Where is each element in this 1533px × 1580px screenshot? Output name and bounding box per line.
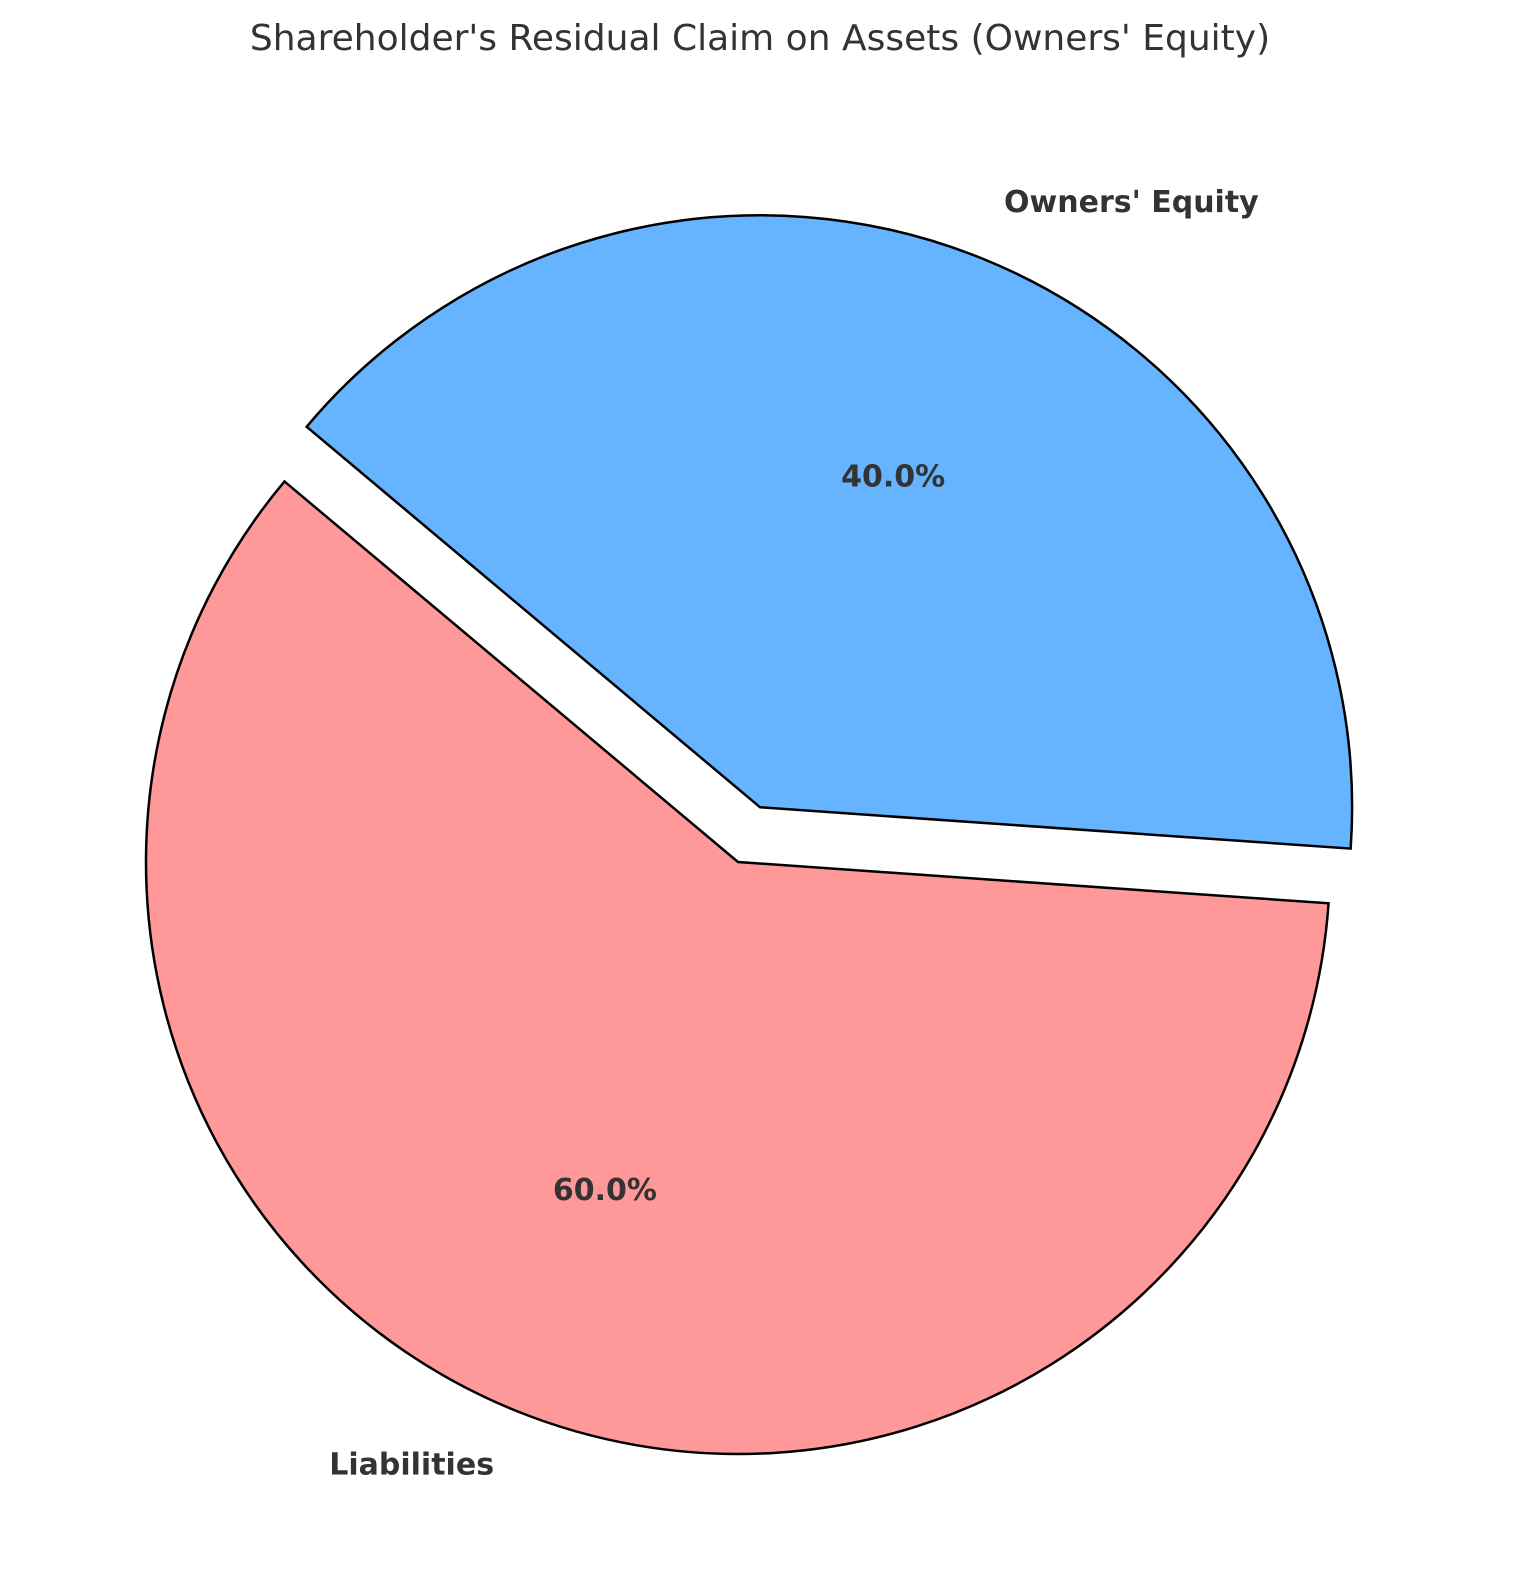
pie-labels: Liabilities 60.0% Owners' Equity 40.0% xyxy=(329,185,1259,1482)
chart-title: Shareholder's Residual Claim on Assets (… xyxy=(250,18,1270,59)
slice-label: Liabilities xyxy=(329,1447,494,1482)
slice-label: Owners' Equity xyxy=(1004,185,1259,220)
pie-slice-owners-equity xyxy=(304,214,1354,850)
slice-percent-label: 40.0% xyxy=(841,459,945,494)
slice-percent-label: 60.0% xyxy=(553,1173,657,1208)
pie-slices xyxy=(144,214,1354,1456)
pie-slice-liabilities xyxy=(144,479,1330,1456)
